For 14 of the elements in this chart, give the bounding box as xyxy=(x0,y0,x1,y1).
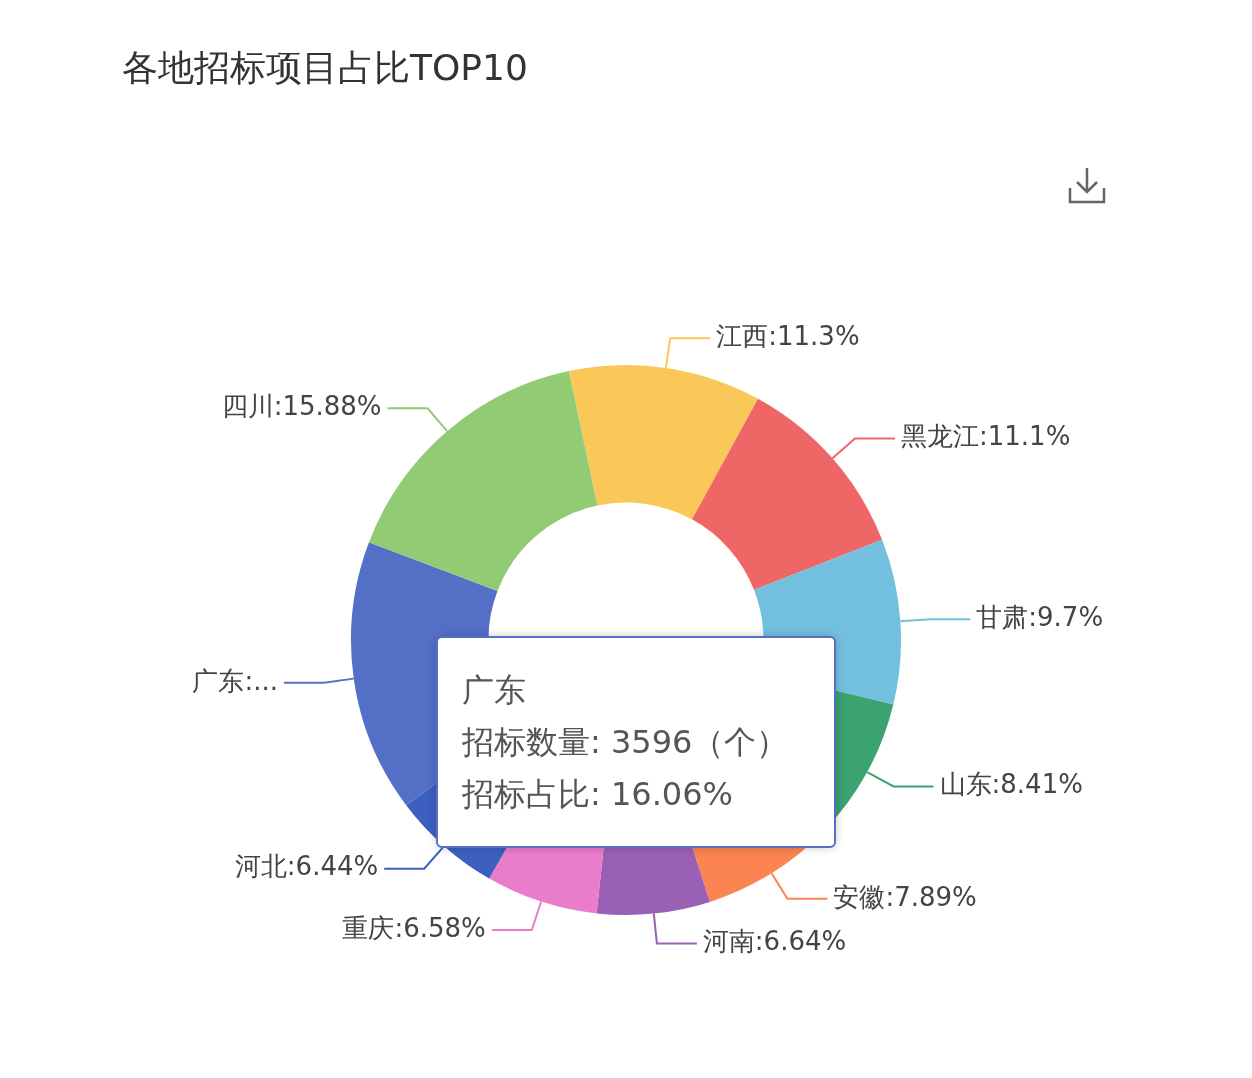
text: 招标占比: 16.06% xyxy=(462,774,734,815)
slice-label: 河北:6.44% xyxy=(234,851,379,882)
category-label: 广东:... xyxy=(192,665,279,696)
slice-label: 重庆:6.58% xyxy=(342,912,486,943)
slice-label: 黑龙江:11.1% xyxy=(900,421,1071,452)
slice-label: 甘肃:9.7% xyxy=(976,602,1104,633)
chart-title: 各地招标项目占比TOP10 xyxy=(122,46,528,90)
slice-label: 广东 xyxy=(462,670,527,711)
slice-label: 安徽:7.89% xyxy=(833,881,977,912)
slice-label: 山东:8.41% xyxy=(939,769,1083,800)
slice-label: 四川:15.88% xyxy=(221,391,382,422)
slice-label: 江西:11.3% xyxy=(716,320,860,351)
slice-label: 河南:6.64% xyxy=(702,926,847,957)
text: 招标数量: 3596（个） xyxy=(462,722,790,763)
